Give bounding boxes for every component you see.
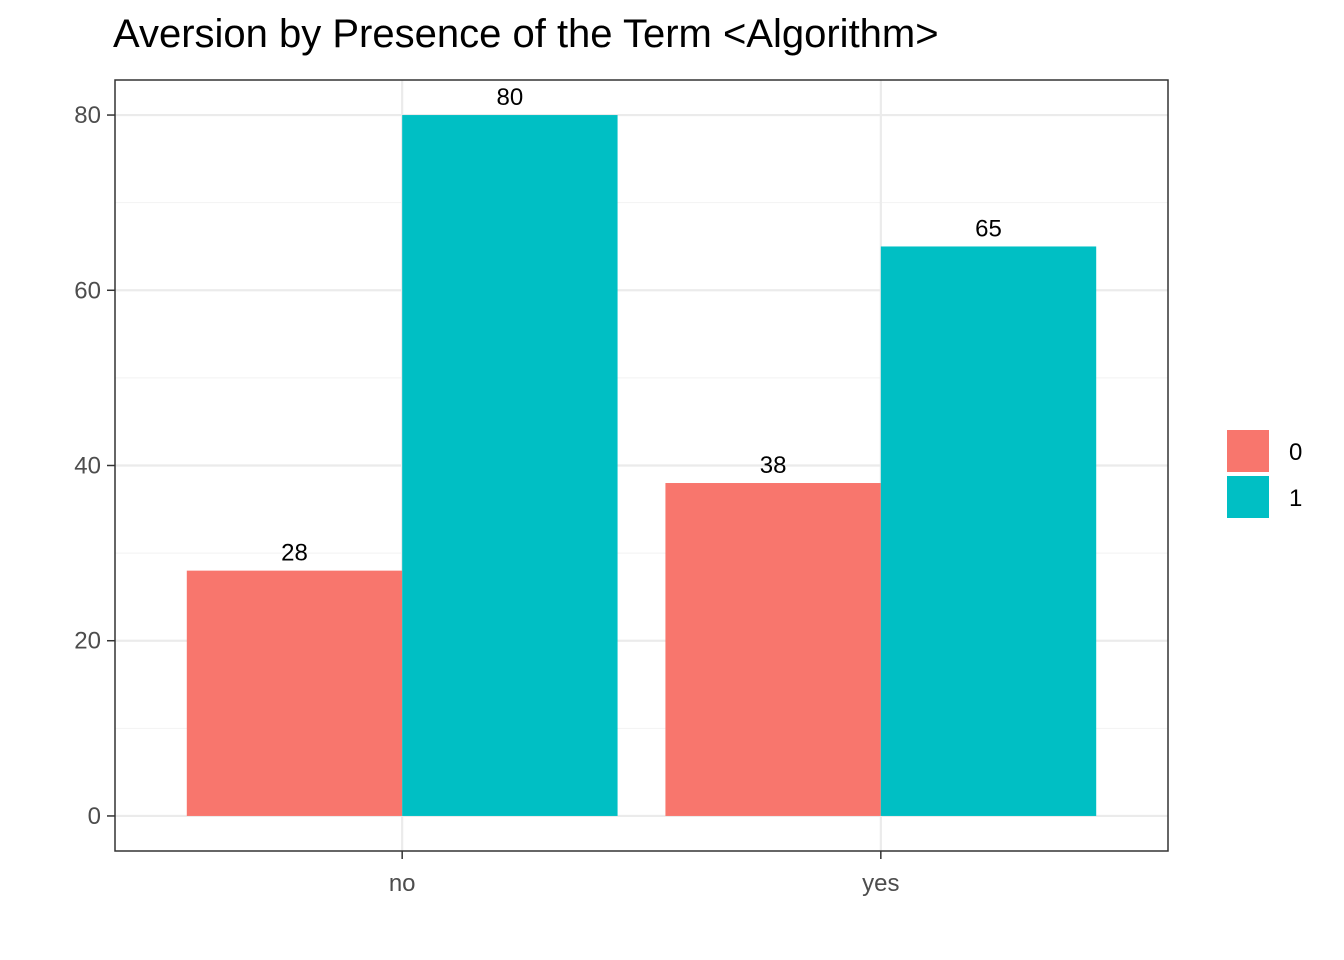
data-label: 80	[497, 84, 524, 111]
legend-key-0	[1227, 430, 1269, 472]
legend-key-1	[1227, 476, 1269, 518]
legend: 01	[1227, 430, 1302, 518]
data-label: 28	[281, 540, 308, 567]
y-tick-label: 80	[74, 102, 101, 129]
data-label: 65	[975, 215, 1002, 242]
data-label: 38	[760, 452, 787, 479]
x-tick-label: yes	[862, 870, 899, 897]
y-tick-label: 0	[88, 803, 101, 830]
bar-yes-series-0	[665, 483, 881, 816]
data-labels: 28 80 38 65	[281, 84, 1002, 567]
legend-label: 0	[1289, 439, 1302, 466]
y-tick-label: 20	[74, 628, 101, 655]
axes: 0 20 40 60 80 no yes	[74, 102, 899, 897]
x-tick-label: no	[389, 870, 416, 897]
y-tick-label: 60	[74, 277, 101, 304]
bar-no-series-1	[402, 115, 618, 816]
y-tick-label: 40	[74, 453, 101, 480]
bars	[186, 115, 1097, 816]
bar-no-series-0	[186, 570, 403, 816]
chart-title: Aversion by Presence of the Term <Algori…	[113, 12, 939, 56]
legend-label: 1	[1289, 485, 1302, 512]
bar-yes-series-1	[880, 246, 1097, 816]
